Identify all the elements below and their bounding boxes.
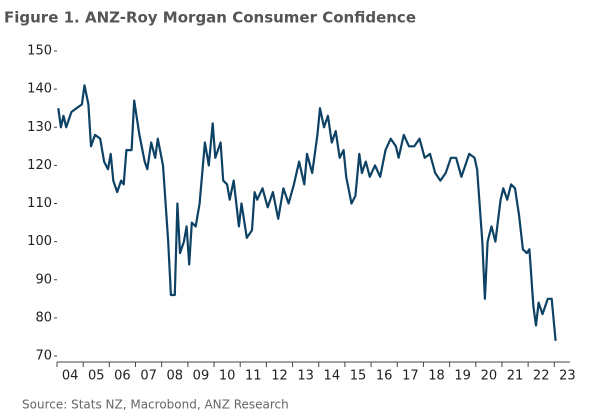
- y-tick-label: 140: [27, 82, 52, 97]
- x-tick-label: 06: [114, 369, 131, 384]
- x-tick-label: 14: [324, 369, 341, 384]
- x-tick-label: 18: [428, 369, 445, 384]
- x-tick-label: 21: [507, 369, 524, 384]
- x-tick-label: 07: [140, 369, 157, 384]
- y-tick-label: 80: [35, 310, 52, 325]
- x-tick-label: 13: [297, 369, 314, 384]
- x-tick-label: 15: [350, 369, 367, 384]
- y-tick-label: 100: [27, 234, 52, 249]
- y-tick-label: 110: [27, 196, 52, 211]
- y-tick-label: 120: [27, 158, 52, 173]
- x-tick-label: 04: [62, 369, 79, 384]
- x-tick-label: 23: [559, 369, 576, 384]
- x-tick-label: 09: [193, 369, 210, 384]
- line-series: [57, 84, 557, 341]
- y-tick-label: 70: [35, 349, 52, 364]
- x-tick-label: 16: [376, 369, 393, 384]
- x-tick-label: 11: [245, 369, 262, 384]
- source-note: Source: Stats NZ, Macrobond, ANZ Researc…: [22, 398, 289, 412]
- y-tick-label: 130: [27, 120, 52, 135]
- y-tick-label: 90: [35, 272, 52, 287]
- x-tick-label: 20: [481, 369, 498, 384]
- x-tick-label: 05: [88, 369, 105, 384]
- x-tick-label: 10: [219, 369, 236, 384]
- x-tick-label: 08: [167, 369, 184, 384]
- y-tick-label: 150: [27, 44, 52, 59]
- x-tick-label: 17: [402, 369, 419, 384]
- x-tick-label: 19: [454, 369, 471, 384]
- x-tick-label: 12: [271, 369, 288, 384]
- chart-title: Figure 1. ANZ-Roy Morgan Consumer Confid…: [4, 9, 416, 27]
- x-tick-label: 22: [533, 369, 550, 384]
